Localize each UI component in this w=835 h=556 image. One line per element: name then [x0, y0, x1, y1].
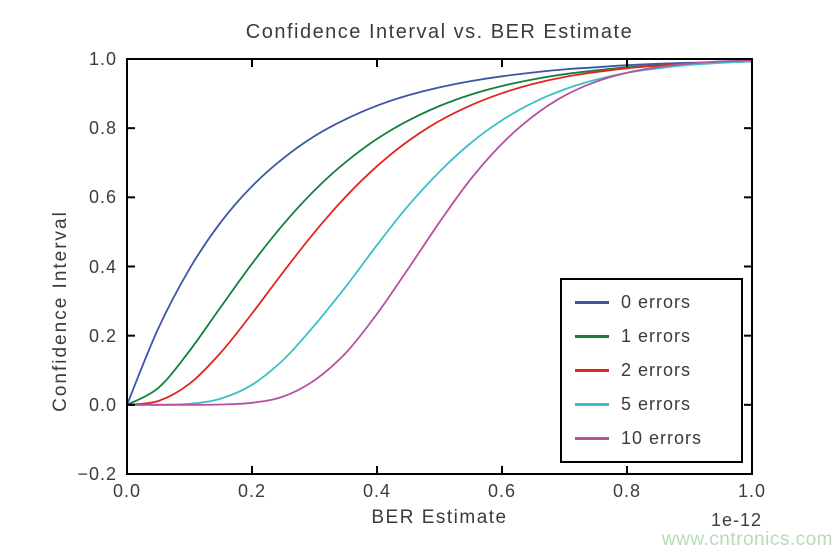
legend-line-swatch	[575, 368, 609, 372]
x-tick-label: 0.4	[362, 481, 392, 501]
y-tick-label: 1.0	[88, 49, 117, 69]
legend: 0 errors 1 errors 2 errors 5 errors 10 e…	[560, 278, 743, 463]
x-tick-label: 0.2	[237, 481, 267, 501]
y-tick-label: 0.2	[88, 326, 117, 346]
legend-item-label: 2 errors	[621, 359, 692, 380]
legend-line-swatch	[575, 301, 609, 305]
x-axis-offset-label: 1e-12	[710, 510, 762, 530]
watermark: www.cntronics.com	[661, 529, 833, 550]
legend-item: 1 errors	[575, 326, 741, 347]
legend-item: 5 errors	[575, 394, 741, 415]
x-axis-label: BER Estimate	[371, 507, 508, 528]
legend-item-label: 5 errors	[621, 393, 692, 414]
legend-item-label: 1 errors	[621, 326, 692, 347]
y-tick-label: 0.4	[88, 257, 117, 277]
x-tick-label: 0.8	[612, 481, 642, 501]
x-tick-label: 0.0	[112, 481, 142, 501]
y-tick-label: 0.6	[88, 187, 117, 207]
legend-item: 2 errors	[575, 360, 741, 381]
legend-item: 0 errors	[575, 292, 741, 313]
y-tick-label: 0.0	[88, 395, 117, 415]
legend-line-swatch	[575, 335, 609, 339]
y-tick-label: −0.2	[77, 464, 117, 484]
x-tick-label: 0.6	[487, 481, 517, 501]
legend-item: 10 errors	[575, 428, 741, 449]
chart-title: Confidence Interval vs. BER Estimate	[245, 21, 634, 43]
legend-item-label: 0 errors	[621, 292, 692, 313]
x-tick-label: 1.0	[737, 481, 767, 501]
legend-line-swatch	[575, 402, 609, 406]
legend-item-label: 10 errors	[621, 427, 703, 448]
y-tick-label: 0.8	[88, 118, 117, 138]
legend-line-swatch	[575, 436, 609, 440]
